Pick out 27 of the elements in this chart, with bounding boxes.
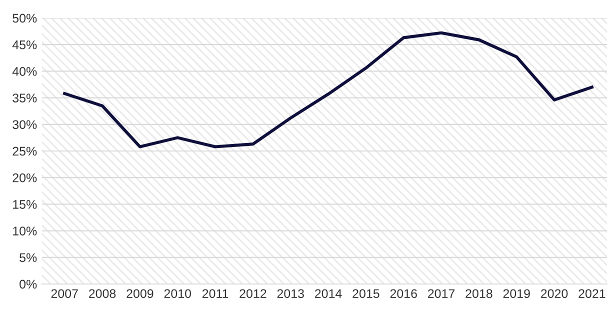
x-tick-label: 2014 (314, 289, 342, 298)
y-tick-label: 10% (13, 226, 37, 236)
y-tick-label: 50% (12, 14, 37, 23)
y-tick-label: 20% (12, 173, 37, 182)
x-tick-label: 2020 (540, 289, 568, 298)
x-tick-label: 2011 (202, 289, 228, 298)
x-tick-label: 2019 (503, 289, 530, 298)
y-tick-label: 30% (12, 120, 37, 130)
x-tick-label: 2010 (164, 289, 192, 298)
x-tick-label: 2018 (466, 289, 492, 298)
y-tick-label: 45% (12, 40, 37, 50)
y-tick-label: 0% (20, 280, 37, 289)
x-tick-label: 2015 (352, 289, 380, 298)
y-tick-label: 40% (12, 67, 37, 76)
x-tick-label: 2008 (88, 289, 116, 298)
y-tick-label: 35% (12, 94, 37, 102)
y-tick-label: 15% (13, 200, 37, 209)
x-tick-label: 2009 (126, 289, 154, 298)
x-tick-label: 2016 (390, 289, 417, 298)
x-tick-label: 2007 (51, 289, 78, 298)
y-tick-label: 25% (12, 146, 37, 156)
x-tick-label: 2012 (240, 289, 266, 298)
y-tick-label: 5% (20, 253, 37, 262)
x-tick-label: 2021 (578, 289, 606, 298)
line-series (63, 31, 594, 148)
x-tick-label: 2017 (428, 289, 455, 298)
x-tick-label: 2013 (277, 289, 304, 298)
